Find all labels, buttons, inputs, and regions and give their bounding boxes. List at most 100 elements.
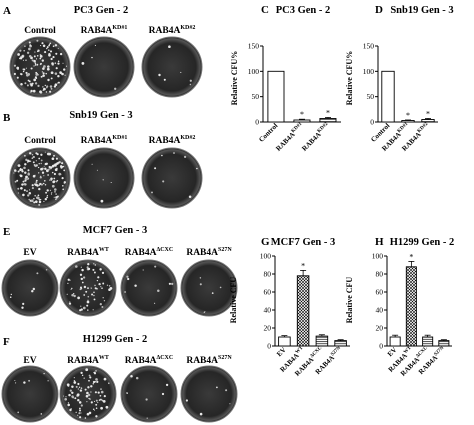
colony (135, 376, 139, 380)
panel-A-title: PC3 Gen - 2 (74, 5, 129, 16)
significance-star: * (406, 111, 410, 120)
colony (44, 184, 47, 186)
colony (37, 50, 40, 52)
chart-title: MCF7 Gen - 3 (271, 237, 335, 248)
colony (154, 302, 156, 304)
panel-A-label-2: RAB4AKD#1 (81, 25, 128, 36)
colony (46, 46, 49, 49)
colony (183, 155, 187, 159)
colony (27, 194, 30, 197)
colony (43, 165, 45, 167)
charts: C PC3 Gen - 2 0 50 100 150 Relative CFU% Contro… (229, 4, 454, 378)
significance-star: * (300, 110, 304, 119)
colony (53, 154, 55, 157)
colony (52, 45, 55, 48)
colony (39, 57, 42, 60)
colony (71, 391, 74, 395)
colony (114, 87, 117, 90)
panel-E: E MCF7 Gen - 3 EV RAB4AWT RAB4AΔCXC RAB4… (1, 225, 238, 317)
panel-E-label-2: RAB4AWT (67, 247, 109, 258)
colony (86, 266, 89, 269)
colony (88, 374, 91, 377)
colony (199, 412, 203, 416)
colony (127, 277, 130, 281)
x-category-label: RAB4AKD#2 (300, 121, 331, 152)
colony (57, 81, 60, 84)
colony (34, 64, 37, 66)
colony (48, 152, 51, 156)
panel-F-label-2: RAB4AWT (67, 355, 109, 366)
colony (199, 277, 202, 279)
x-category-label: EV (386, 346, 399, 359)
colony (151, 191, 153, 194)
colony (35, 179, 38, 182)
colony (101, 399, 103, 401)
colony (165, 383, 169, 387)
colony (67, 403, 70, 407)
colony (48, 52, 51, 56)
colony (31, 153, 34, 156)
colony (67, 278, 70, 281)
colony (44, 151, 46, 153)
colony (100, 406, 103, 410)
dish-E-dcxc (120, 259, 178, 317)
colony (41, 59, 44, 62)
dish-B-control (9, 147, 71, 209)
colony (61, 165, 64, 168)
colony (47, 380, 49, 382)
colony (87, 299, 89, 301)
colony (69, 389, 72, 392)
colony (28, 379, 31, 382)
significance-star: * (326, 108, 330, 117)
colony (22, 193, 25, 197)
colony (29, 44, 32, 46)
colony (49, 42, 52, 45)
bar (422, 336, 434, 347)
colony (90, 287, 92, 289)
colony (100, 286, 102, 288)
panel-A-label-3: RAB4AKD#2 (149, 25, 196, 36)
colony (211, 292, 214, 294)
significance-star: * (301, 261, 305, 270)
colony (69, 301, 71, 303)
colony (94, 264, 97, 266)
colony (37, 84, 40, 87)
colony (90, 401, 93, 404)
colony (97, 276, 100, 279)
colony (26, 51, 30, 54)
colony (28, 47, 31, 51)
colony (85, 290, 88, 293)
colony (22, 59, 24, 61)
colony (45, 191, 48, 194)
colony (26, 84, 29, 87)
colony (59, 165, 63, 168)
colony (36, 272, 39, 275)
colony (51, 62, 54, 65)
colony (49, 189, 52, 192)
colony (81, 268, 84, 272)
colony (79, 407, 81, 410)
colony (92, 408, 95, 410)
colony (53, 85, 57, 88)
colony (61, 162, 64, 165)
colony (24, 154, 26, 157)
colony (24, 82, 27, 85)
colony (51, 171, 54, 174)
colony (44, 167, 47, 170)
colony (83, 377, 85, 379)
bar (421, 119, 435, 123)
colony (34, 194, 37, 197)
colony (46, 67, 50, 71)
colony (24, 45, 26, 47)
colony (40, 183, 43, 186)
colony (154, 167, 157, 170)
colony (88, 411, 92, 415)
colony (71, 395, 74, 398)
colony (30, 83, 33, 87)
colony (70, 288, 72, 290)
colony (66, 293, 68, 295)
colony (189, 83, 192, 86)
colony (78, 412, 81, 415)
x-category-label: EV (275, 346, 288, 359)
